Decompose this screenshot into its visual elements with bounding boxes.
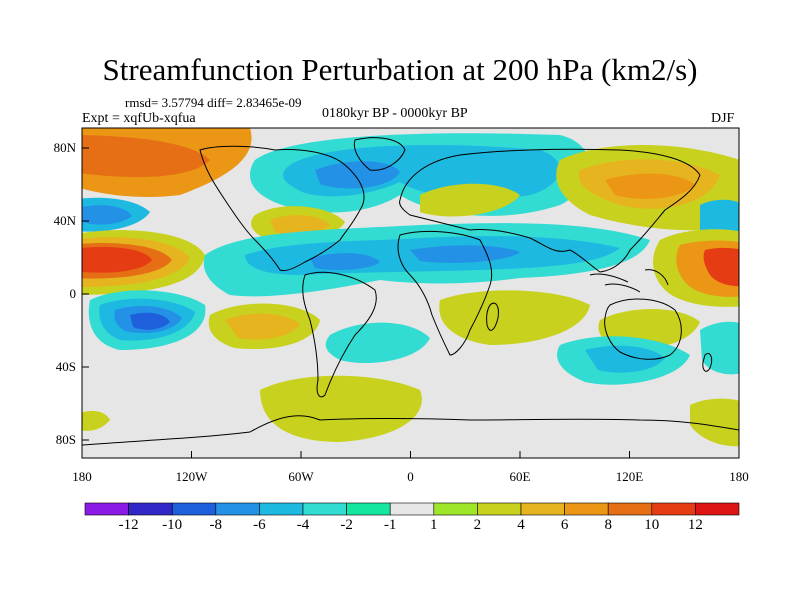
coast-australia [604,298,682,360]
coast-new-zealand [702,353,713,372]
colorbar-box [695,502,740,516]
contour-patch [690,398,739,447]
plot-title: Streamfunction Perturbation at 200 hPa (… [102,52,698,87]
colorbar-label: 1 [430,517,438,533]
coast-south-america [302,271,377,398]
colorbar-label: -8 [209,517,223,533]
tick-marks [81,147,740,458]
colorbar-box [477,502,522,516]
contour-patch [225,313,300,340]
coast-africa [397,230,493,356]
coast-madagascar [486,302,499,331]
contour-patch [130,312,170,330]
y-tick-label: 40S [55,359,76,374]
colorbar-box [564,502,609,516]
coast-maritime-continent [589,269,669,293]
contour-patch [310,253,380,270]
colorbar-box [607,502,653,516]
contour-patch [410,245,520,263]
contour-patch [260,375,422,442]
x-tick-label: 0 [407,469,414,484]
contour-patch [315,161,400,189]
rmsd-stats: rmsd= 3.57794 diff= 2.83465e-09 [125,95,302,110]
x-tick-label: 180 [72,469,92,484]
contour-patch [82,410,110,431]
contour-patch [439,290,590,345]
colorbar-box [302,502,347,516]
colorbar [84,502,740,516]
colorbar-label: -1 [383,517,397,533]
colorbar-label: -4 [296,517,310,533]
colorbar-label: 4 [517,517,525,533]
coast-north-america [199,145,365,271]
contour-patch [82,205,132,225]
x-tick-label: 180 [729,469,749,484]
contour-patch [82,135,210,177]
x-tick-label: 120E [615,469,644,484]
contour-patch [605,173,695,199]
colorbar-box [215,502,260,516]
coast-eurasia [399,148,701,273]
coast-greenland [353,137,406,171]
season-label: DJF [711,111,735,126]
coast-antarctica [82,415,739,446]
colorbar-label: -12 [118,517,139,533]
contour-patch [325,322,430,364]
coastlines [82,137,739,446]
contour-patch [585,345,665,373]
colorbar-label: 6 [560,517,569,533]
contour-patch [703,247,739,287]
colorbar-label: 12 [687,517,703,533]
contour-patch [82,246,152,273]
contour-patch [420,183,520,217]
colorbar-label: 2 [473,517,482,533]
colorbar-box [651,502,696,516]
time-period-label: 0180kyr BP - 0000kyr BP [322,106,468,121]
y-tick-label: 0 [69,286,77,301]
colorbar-box [520,502,565,516]
colorbar-box [433,502,478,516]
colorbar-box [171,502,217,516]
colorbar-box [128,502,173,516]
colorbar-label: -2 [340,517,353,533]
colorbar-box [346,502,391,516]
contour-patch [700,321,739,375]
colorbar-label: -6 [253,517,266,533]
x-tick-label: 60W [288,469,314,484]
y-tick-label: 80N [53,140,76,155]
colorbar-label: 8 [604,517,612,533]
colorbar-label: -10 [162,517,183,533]
y-tick-label: 40N [53,213,76,228]
experiment-label: Expt = xqfUb-xqfua [82,111,196,126]
field-contours [82,128,739,447]
colorbar-box [84,502,129,516]
colorbar-box [259,502,304,516]
contour-patch [270,215,330,236]
colorbar-box [389,502,435,516]
y-tick-label: 80S [55,432,76,447]
colorbar-label: 10 [644,517,660,533]
x-tick-label: 60E [509,469,531,484]
x-tick-label: 120W [175,469,208,484]
